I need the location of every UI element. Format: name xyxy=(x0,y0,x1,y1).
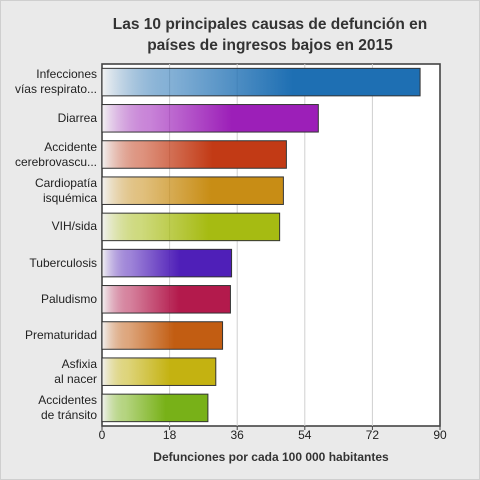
x-tick-label: 18 xyxy=(162,428,177,442)
category-label-line: Cardiopatía xyxy=(34,175,97,190)
category-label-line: Accidentes xyxy=(38,392,97,407)
x-tick-label: 90 xyxy=(433,428,447,442)
category-label-line: Prematuridad xyxy=(24,328,97,342)
category-label: Accidente cerebrovascu... xyxy=(1,140,97,170)
category-label-line: de tránsito xyxy=(40,407,97,422)
bar xyxy=(101,212,281,242)
category-label-line: al nacer xyxy=(54,371,97,386)
category-label-line: vías respirato... xyxy=(14,82,97,97)
category-label-line: Diarrea xyxy=(57,110,97,125)
chart-title-line-1: Las 10 principales causas de defunción e… xyxy=(112,16,428,33)
category-label: Asfixia al nacer xyxy=(1,357,97,387)
x-axis-label: Defunciones por cada 100 000 habitantes xyxy=(153,450,389,464)
category-label-line: Infecciones xyxy=(36,67,97,82)
x-tick-label: 36 xyxy=(230,428,244,442)
category-label: Accidentes de tránsito xyxy=(1,393,97,423)
bar xyxy=(101,393,209,423)
bar xyxy=(101,321,224,350)
x-tick-label: 72 xyxy=(365,428,380,442)
chart-title: Las 10 principales causas de defunción e… xyxy=(60,14,480,56)
bar xyxy=(101,140,287,169)
bar xyxy=(101,67,421,97)
bar xyxy=(101,248,233,278)
bar xyxy=(101,285,231,314)
category-label: Infecciones vías respirato... xyxy=(1,67,97,97)
category-label-line: Paludismo xyxy=(40,291,97,306)
category-label: VIH/sida xyxy=(1,219,97,234)
category-label-line: VIH/sida xyxy=(51,219,97,234)
category-label: Paludismo xyxy=(1,292,97,307)
category-label-line: Tuberculosis xyxy=(29,255,97,270)
bar xyxy=(101,104,319,133)
category-label-line: cerebrovascu... xyxy=(14,154,97,169)
category-label-line: Asfixia xyxy=(61,356,97,371)
bar xyxy=(101,176,284,205)
chart-title-line-2: países de ingresos bajos en 2015 xyxy=(147,37,393,54)
x-tick-label: 54 xyxy=(298,428,312,442)
category-label: Diarrea xyxy=(1,111,97,126)
category-label: Prematuridad xyxy=(1,328,97,343)
category-label: Tuberculosis xyxy=(1,256,97,271)
category-label: Cardiopatía isquémica xyxy=(1,176,97,206)
bar xyxy=(101,357,217,386)
category-label-line: isquémica xyxy=(42,190,97,205)
x-tick-label: 0 xyxy=(98,428,106,442)
category-label-line: Accidente xyxy=(44,139,97,154)
